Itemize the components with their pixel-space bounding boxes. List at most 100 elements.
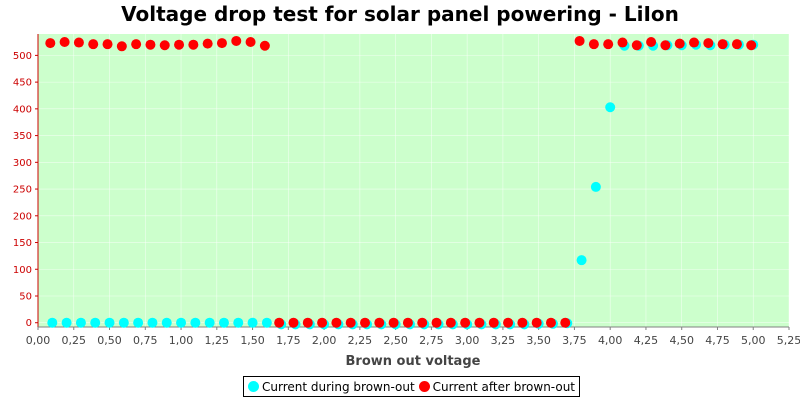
y-tick-label: 250 <box>13 185 32 196</box>
data-point-after <box>545 317 556 328</box>
y-tick-label: 350 <box>13 131 32 142</box>
x-tick-label: 1,50 <box>240 334 265 347</box>
data-point-during <box>75 317 86 328</box>
data-point-after <box>674 38 685 49</box>
x-tick-label: 0,50 <box>97 334 122 347</box>
x-tick-label: 3,00 <box>455 334 480 347</box>
data-point-after <box>731 39 742 50</box>
data-point-after <box>102 39 113 50</box>
data-point-after <box>717 39 728 50</box>
data-point-after <box>603 39 614 50</box>
data-point-after <box>159 40 170 51</box>
data-point-after <box>574 35 585 46</box>
x-tick-label: 2,75 <box>419 334 444 347</box>
legend-item-during: Current during brown-out <box>248 380 415 394</box>
chart-title: Voltage drop test for solar panel poweri… <box>121 2 679 26</box>
y-tick-label: 150 <box>13 238 32 249</box>
x-tick-label: 5,00 <box>741 334 766 347</box>
data-point-after <box>331 317 342 328</box>
data-point-during <box>204 317 215 328</box>
legend-item-after: Current after brown-out <box>418 379 576 394</box>
legend-swatch-red <box>418 381 430 392</box>
data-point-after <box>374 317 385 328</box>
data-point-after <box>588 39 599 50</box>
y-tick-label: 400 <box>13 104 32 115</box>
data-point-during <box>261 317 272 328</box>
data-point-after <box>431 317 442 328</box>
legend: Current during brown-out Current after b… <box>243 376 581 397</box>
y-tick-label: 200 <box>13 211 32 222</box>
data-point-after <box>746 40 757 51</box>
x-tick-label: 0,00 <box>26 334 51 347</box>
x-tick-label: 2,00 <box>312 334 337 347</box>
plot-area <box>38 34 789 327</box>
x-axis-ticks: 0,00 0,25 0,50 0,75 1,00 1,25 1,50 1,75 2,00 2,25… <box>26 327 800 347</box>
data-point-during <box>90 317 101 328</box>
x-tick-label: 4,00 <box>598 334 623 347</box>
data-point-after <box>274 317 285 328</box>
data-points <box>45 35 759 330</box>
x-tick-label: 5,25 <box>777 334 800 347</box>
x-tick-label: 1,00 <box>169 334 194 347</box>
data-point-during <box>233 317 244 328</box>
data-point-after <box>474 317 485 328</box>
y-tick-label: 300 <box>13 158 32 169</box>
x-tick-label: 3,75 <box>562 334 587 347</box>
data-point-during <box>133 317 144 328</box>
data-point-after <box>88 39 99 50</box>
data-point-during <box>104 317 115 328</box>
data-point-after <box>73 37 84 48</box>
data-point-after <box>145 39 156 50</box>
data-point-during <box>576 255 587 266</box>
data-point-after <box>131 39 142 50</box>
data-point-during <box>247 317 258 328</box>
x-tick-label: 3,50 <box>526 334 551 347</box>
x-tick-label: 2,50 <box>383 334 408 347</box>
data-point-during <box>47 317 58 328</box>
data-point-after <box>345 317 356 328</box>
data-point-after <box>231 35 242 46</box>
x-tick-label: 4,75 <box>705 334 730 347</box>
data-point-during <box>118 317 129 328</box>
y-tick-label: 450 <box>13 78 32 89</box>
y-tick-label: 100 <box>13 265 32 276</box>
data-point-during <box>605 102 616 113</box>
x-axis-title: Brown out voltage <box>346 354 481 369</box>
data-point-after <box>360 317 371 328</box>
data-point-after <box>288 317 299 328</box>
data-point-after <box>531 317 542 328</box>
data-point-after <box>488 317 499 328</box>
data-point-after <box>517 317 528 328</box>
data-point-after <box>216 38 227 49</box>
data-point-after <box>503 317 514 328</box>
x-tick-label: 1,25 <box>205 334 230 347</box>
data-point-after <box>174 39 185 50</box>
data-point-after <box>317 317 328 328</box>
y-tick-label: 0 <box>26 318 32 329</box>
data-point-after <box>631 40 642 51</box>
data-point-after <box>302 317 313 328</box>
data-point-during <box>61 317 72 328</box>
x-tick-label: 2,25 <box>348 334 373 347</box>
data-point-after <box>402 317 413 328</box>
y-tick-label: 50 <box>19 291 32 302</box>
data-point-after <box>689 37 700 48</box>
data-point-during <box>147 317 158 328</box>
x-tick-label: 4,50 <box>669 334 694 347</box>
legend-label-during: Current during brown-out <box>262 379 415 394</box>
data-point-during <box>590 181 601 192</box>
legend-swatch-cyan <box>248 381 259 392</box>
data-point-during <box>176 317 187 328</box>
grid-lines <box>37 34 790 327</box>
x-tick-label: 3,25 <box>491 334 516 347</box>
data-point-after <box>417 317 428 328</box>
data-point-after <box>703 38 714 49</box>
data-point-after <box>45 38 56 49</box>
data-point-after <box>245 37 256 48</box>
data-point-after <box>445 317 456 328</box>
x-tick-label: 4,25 <box>634 334 659 347</box>
data-point-after <box>59 37 70 48</box>
legend-label-after: Current after brown-out <box>432 379 576 394</box>
x-tick-label: 1,75 <box>276 334 301 347</box>
